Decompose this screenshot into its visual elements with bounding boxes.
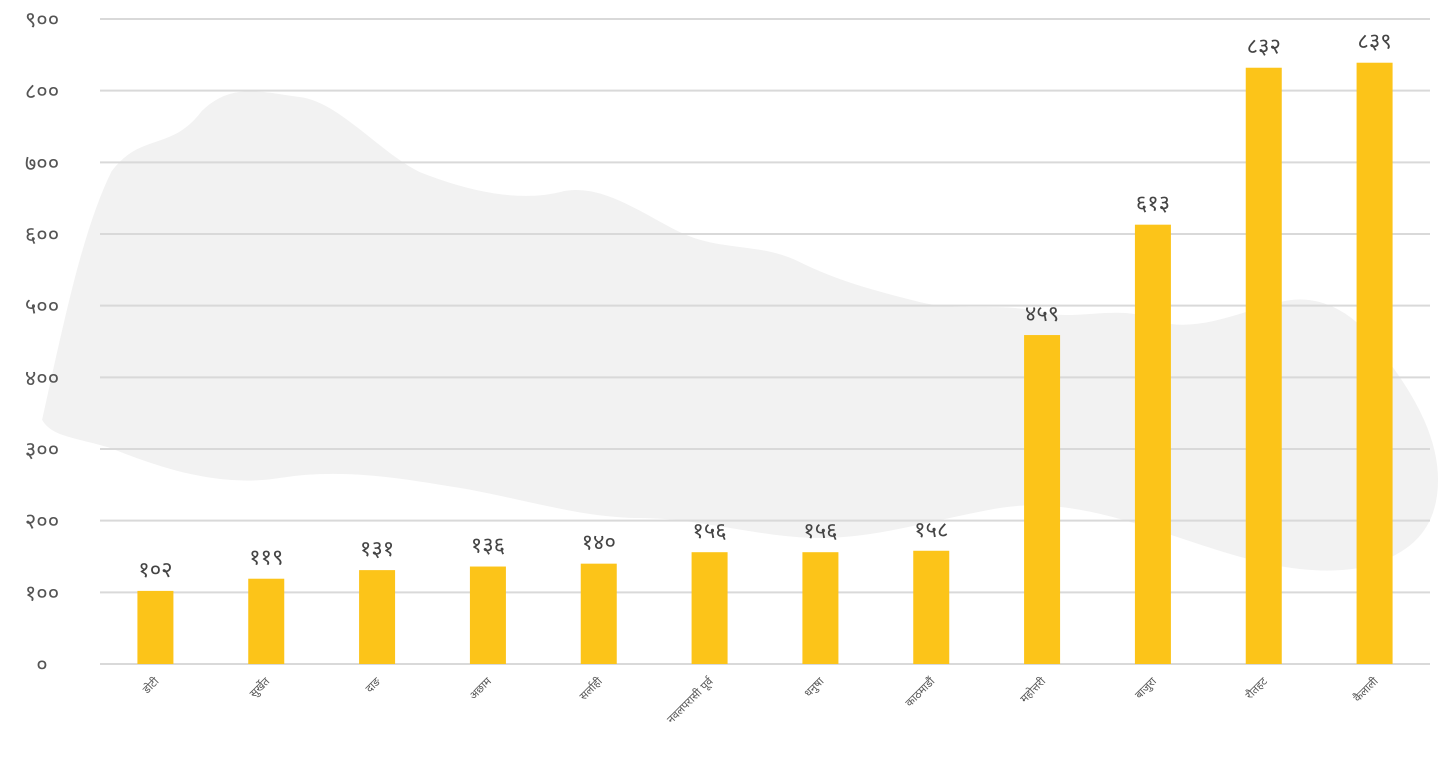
y-tick-label: २०० — [25, 510, 59, 535]
bars — [137, 62, 1393, 664]
bar — [691, 552, 728, 664]
data-label: ८३२ — [1247, 35, 1281, 60]
data-labels: १०२ ११९ १३१ १३६ १४० १५६ १५६ १५८ ४५९ ६१३ ८३२ ८३९ — [138, 30, 1391, 583]
data-label: १५८ — [914, 518, 948, 543]
data-label: १४० — [582, 531, 616, 556]
x-tick-label: बाजुरा — [1132, 675, 1159, 702]
x-tick-label: डोटी — [140, 675, 162, 697]
data-label: १५६ — [692, 519, 726, 544]
x-tick-label: सर्लाही — [577, 675, 605, 703]
data-label: ८३९ — [1357, 30, 1391, 55]
y-tick-label: ८०० — [25, 80, 59, 105]
data-label: १०२ — [138, 558, 172, 583]
y-axis-ticks: ० १०० २०० ३०० ४०० ५०० ६०० ७०० ८०० ९०० — [25, 8, 59, 678]
y-tick-label: ४०० — [25, 366, 59, 391]
x-tick-label: नवलपरासी पूर्व — [664, 674, 717, 727]
x-tick-label: महोत्तरी — [1018, 675, 1049, 706]
x-tick-label: कैलाली — [1351, 675, 1381, 705]
y-tick-label: ६०० — [25, 223, 59, 248]
bar — [248, 578, 285, 664]
x-tick-label: दाङ — [363, 674, 384, 695]
nepal-map-silhouette — [37, 87, 1443, 575]
data-label: ११९ — [249, 546, 283, 571]
bar — [469, 566, 506, 664]
data-label: १५६ — [803, 519, 837, 544]
bar — [802, 552, 839, 664]
y-tick-label: ३०० — [25, 438, 59, 463]
bar — [137, 590, 174, 664]
x-tick-label: धनुषा — [802, 675, 827, 700]
x-tick-label: सुर्खेत — [247, 674, 273, 700]
bar — [913, 550, 950, 664]
y-tick-label: ७०० — [25, 151, 59, 176]
bar — [1024, 335, 1061, 664]
bar — [1245, 67, 1282, 664]
x-tick-label: काठमाडौं — [903, 675, 938, 710]
x-axis-ticks: डोटी सुर्खेत दाङ अछाम सर्लाही नवलपरासी पूर्व ध… — [140, 674, 1381, 727]
data-label: १३६ — [471, 534, 505, 559]
bar — [359, 570, 396, 664]
y-tick-label: १०० — [25, 581, 59, 606]
y-tick-label: ९०० — [25, 8, 59, 33]
y-tick-label: ५०० — [25, 295, 59, 320]
bar — [580, 563, 617, 664]
y-tick-label: ० — [36, 653, 47, 678]
gridlines — [100, 18, 1430, 665]
data-label: ४५९ — [1025, 302, 1059, 327]
x-tick-label: अछाम — [467, 675, 495, 703]
nepal-map-background — [37, 87, 1443, 575]
bar — [1356, 62, 1393, 664]
x-tick-label: रौतहट — [1243, 675, 1270, 702]
bar — [1134, 224, 1171, 664]
data-label: १३१ — [360, 537, 394, 562]
data-label: ६१३ — [1136, 192, 1170, 217]
